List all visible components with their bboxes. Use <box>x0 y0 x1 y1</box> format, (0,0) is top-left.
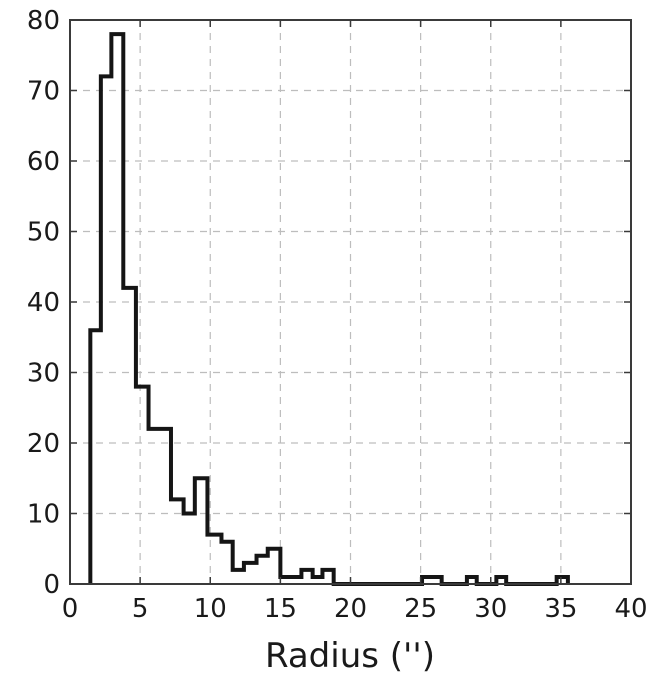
x-tick-label: 20 <box>334 594 367 624</box>
histogram-step-line <box>88 32 570 586</box>
x-tick-label: 10 <box>194 594 227 624</box>
axis-ticks <box>69 19 632 585</box>
y-tick-label: 30 <box>27 359 60 389</box>
y-tick-label: 20 <box>27 429 60 459</box>
histogram-series <box>88 32 570 586</box>
y-tick-label: 10 <box>27 500 60 530</box>
x-tick-label: 35 <box>544 594 577 624</box>
y-tick-label: 70 <box>27 77 60 107</box>
x-tick-label: 40 <box>614 594 647 624</box>
x-tick-label: 30 <box>474 594 507 624</box>
grid <box>70 20 631 584</box>
y-tick-labels: 0 10 20 30 40 50 60 70 80 <box>27 6 60 600</box>
x-tick-label: 0 <box>62 594 79 624</box>
y-tick-label: 40 <box>27 288 60 318</box>
x-tick-label: 15 <box>264 594 297 624</box>
x-tick-label: 25 <box>404 594 437 624</box>
y-tick-label: 0 <box>43 570 60 600</box>
x-tick-label: 5 <box>132 594 149 624</box>
y-tick-label: 50 <box>27 218 60 248</box>
y-tick-label: 80 <box>27 6 60 36</box>
x-axis-title: Radius ('') <box>265 636 435 676</box>
y-tick-label: 60 <box>27 147 60 177</box>
x-tick-labels: 0 5 10 15 20 25 30 35 40 <box>62 594 648 624</box>
